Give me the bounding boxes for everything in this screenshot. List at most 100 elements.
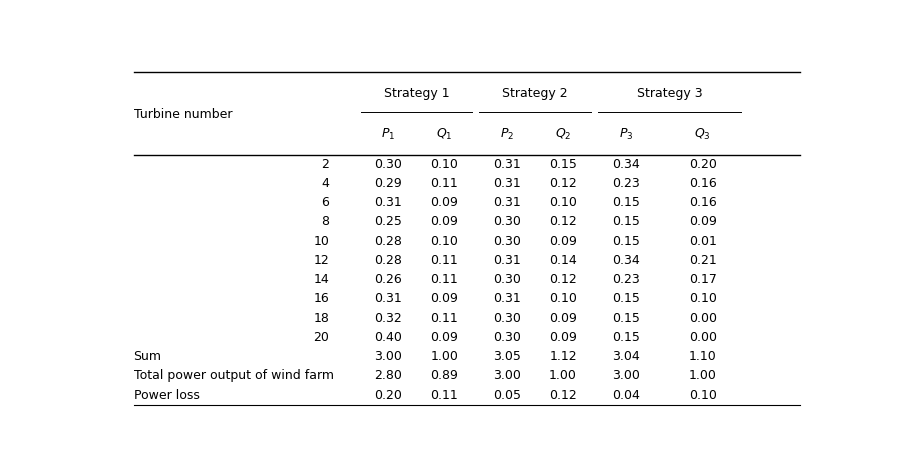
Text: 0.09: 0.09 — [431, 331, 459, 344]
Text: 3.05: 3.05 — [493, 350, 521, 363]
Text: 0.12: 0.12 — [549, 215, 577, 228]
Text: 0.09: 0.09 — [431, 215, 459, 228]
Text: 0.11: 0.11 — [431, 389, 459, 402]
Text: 0.15: 0.15 — [612, 331, 640, 344]
Text: Strategy 1: Strategy 1 — [384, 87, 450, 100]
Text: 0.15: 0.15 — [612, 196, 640, 209]
Text: 1.00: 1.00 — [431, 350, 459, 363]
Text: $P_3$: $P_3$ — [619, 127, 633, 143]
Text: 0.15: 0.15 — [612, 235, 640, 247]
Text: 0.14: 0.14 — [549, 254, 577, 267]
Text: 0.16: 0.16 — [688, 177, 716, 190]
Text: 14: 14 — [314, 273, 329, 286]
Text: Power loss: Power loss — [133, 389, 199, 402]
Text: 0.26: 0.26 — [375, 273, 403, 286]
Text: Strategy 2: Strategy 2 — [502, 87, 568, 100]
Text: 20: 20 — [314, 331, 329, 344]
Text: 0.09: 0.09 — [431, 292, 459, 305]
Text: 0.23: 0.23 — [612, 273, 640, 286]
Text: 0.32: 0.32 — [375, 312, 403, 325]
Text: 0.31: 0.31 — [375, 196, 403, 209]
Text: 0.34: 0.34 — [612, 254, 640, 267]
Text: $Q_3$: $Q_3$ — [695, 127, 711, 143]
Text: 0.10: 0.10 — [549, 196, 577, 209]
Text: 0.31: 0.31 — [493, 196, 521, 209]
Text: 0.10: 0.10 — [688, 389, 716, 402]
Text: 0.34: 0.34 — [612, 158, 640, 171]
Text: 0.16: 0.16 — [688, 196, 716, 209]
Text: 0.29: 0.29 — [375, 177, 403, 190]
Text: 0.00: 0.00 — [688, 312, 716, 325]
Text: 0.25: 0.25 — [375, 215, 403, 228]
Text: 1.00: 1.00 — [549, 370, 577, 382]
Text: 0.12: 0.12 — [549, 389, 577, 402]
Text: 12: 12 — [314, 254, 329, 267]
Text: 3.04: 3.04 — [612, 350, 640, 363]
Text: Sum: Sum — [133, 350, 161, 363]
Text: 0.10: 0.10 — [431, 158, 459, 171]
Text: 1.00: 1.00 — [688, 370, 716, 382]
Text: 0.89: 0.89 — [431, 370, 459, 382]
Text: Total power output of wind farm: Total power output of wind farm — [133, 370, 333, 382]
Text: 0.10: 0.10 — [431, 235, 459, 247]
Text: 0.11: 0.11 — [431, 254, 459, 267]
Text: 0.31: 0.31 — [493, 177, 521, 190]
Text: 0.00: 0.00 — [688, 331, 716, 344]
Text: 0.30: 0.30 — [493, 235, 521, 247]
Text: 0.15: 0.15 — [612, 215, 640, 228]
Text: 0.09: 0.09 — [688, 215, 716, 228]
Text: 0.28: 0.28 — [375, 254, 403, 267]
Text: 0.15: 0.15 — [612, 312, 640, 325]
Text: 1.10: 1.10 — [688, 350, 716, 363]
Text: 0.09: 0.09 — [549, 331, 577, 344]
Text: 0.09: 0.09 — [431, 196, 459, 209]
Text: Turbine number: Turbine number — [133, 108, 232, 121]
Text: 18: 18 — [314, 312, 329, 325]
Text: 0.30: 0.30 — [493, 312, 521, 325]
Text: 0.28: 0.28 — [375, 235, 403, 247]
Text: 0.30: 0.30 — [493, 273, 521, 286]
Text: 0.10: 0.10 — [549, 292, 577, 305]
Text: 2: 2 — [322, 158, 329, 171]
Text: 0.05: 0.05 — [493, 389, 521, 402]
Text: 0.17: 0.17 — [688, 273, 716, 286]
Text: 0.01: 0.01 — [688, 235, 716, 247]
Text: 6: 6 — [322, 196, 329, 209]
Text: 16: 16 — [314, 292, 329, 305]
Text: 0.12: 0.12 — [549, 273, 577, 286]
Text: 0.23: 0.23 — [612, 177, 640, 190]
Text: 0.31: 0.31 — [493, 292, 521, 305]
Text: 0.20: 0.20 — [375, 389, 403, 402]
Text: $Q_1$: $Q_1$ — [436, 127, 452, 143]
Text: $Q_2$: $Q_2$ — [555, 127, 571, 143]
Text: 0.30: 0.30 — [493, 331, 521, 344]
Text: 8: 8 — [321, 215, 329, 228]
Text: Strategy 3: Strategy 3 — [637, 87, 702, 100]
Text: 0.20: 0.20 — [688, 158, 716, 171]
Text: 4: 4 — [322, 177, 329, 190]
Text: 10: 10 — [314, 235, 329, 247]
Text: 0.09: 0.09 — [549, 235, 577, 247]
Text: 0.11: 0.11 — [431, 177, 459, 190]
Text: 0.15: 0.15 — [612, 292, 640, 305]
Text: 0.21: 0.21 — [688, 254, 716, 267]
Text: 3.00: 3.00 — [493, 370, 521, 382]
Text: 0.10: 0.10 — [688, 292, 716, 305]
Text: $P_1$: $P_1$ — [381, 127, 396, 143]
Text: 0.04: 0.04 — [612, 389, 640, 402]
Text: 0.09: 0.09 — [549, 312, 577, 325]
Text: 0.12: 0.12 — [549, 177, 577, 190]
Text: 2.80: 2.80 — [375, 370, 403, 382]
Text: $P_2$: $P_2$ — [500, 127, 514, 143]
Text: 0.31: 0.31 — [375, 292, 403, 305]
Text: 1.12: 1.12 — [550, 350, 577, 363]
Text: 0.11: 0.11 — [431, 273, 459, 286]
Text: 0.31: 0.31 — [493, 254, 521, 267]
Text: 3.00: 3.00 — [375, 350, 403, 363]
Text: 0.15: 0.15 — [549, 158, 577, 171]
Text: 3.00: 3.00 — [612, 370, 640, 382]
Text: 0.30: 0.30 — [493, 215, 521, 228]
Text: 0.30: 0.30 — [375, 158, 403, 171]
Text: 0.40: 0.40 — [375, 331, 403, 344]
Text: 0.11: 0.11 — [431, 312, 459, 325]
